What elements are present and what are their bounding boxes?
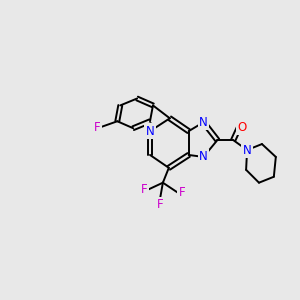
Text: F: F (94, 121, 101, 134)
Text: F: F (157, 198, 163, 211)
Text: F: F (141, 183, 147, 196)
Text: N: N (146, 125, 154, 138)
Text: O: O (238, 121, 247, 134)
Text: F: F (178, 186, 185, 199)
Text: N: N (199, 116, 208, 129)
Text: N: N (199, 150, 208, 164)
Text: N: N (243, 143, 251, 157)
